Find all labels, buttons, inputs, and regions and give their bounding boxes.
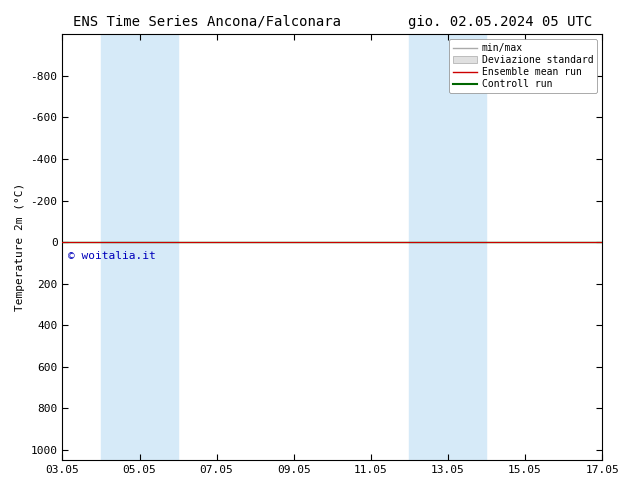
Text: © woitalia.it: © woitalia.it [68, 250, 155, 261]
Bar [101, 34, 178, 460]
Y-axis label: Temperature 2m (°C): Temperature 2m (°C) [15, 183, 25, 311]
Legend: min/max, Deviazione standard, Ensemble mean run, Controll run: min/max, Deviazione standard, Ensemble m… [449, 39, 597, 93]
Bar [410, 34, 486, 460]
Title: ENS Time Series Ancona/Falconara        gio. 02.05.2024 05 UTC: ENS Time Series Ancona/Falconara gio. 02… [73, 15, 592, 29]
